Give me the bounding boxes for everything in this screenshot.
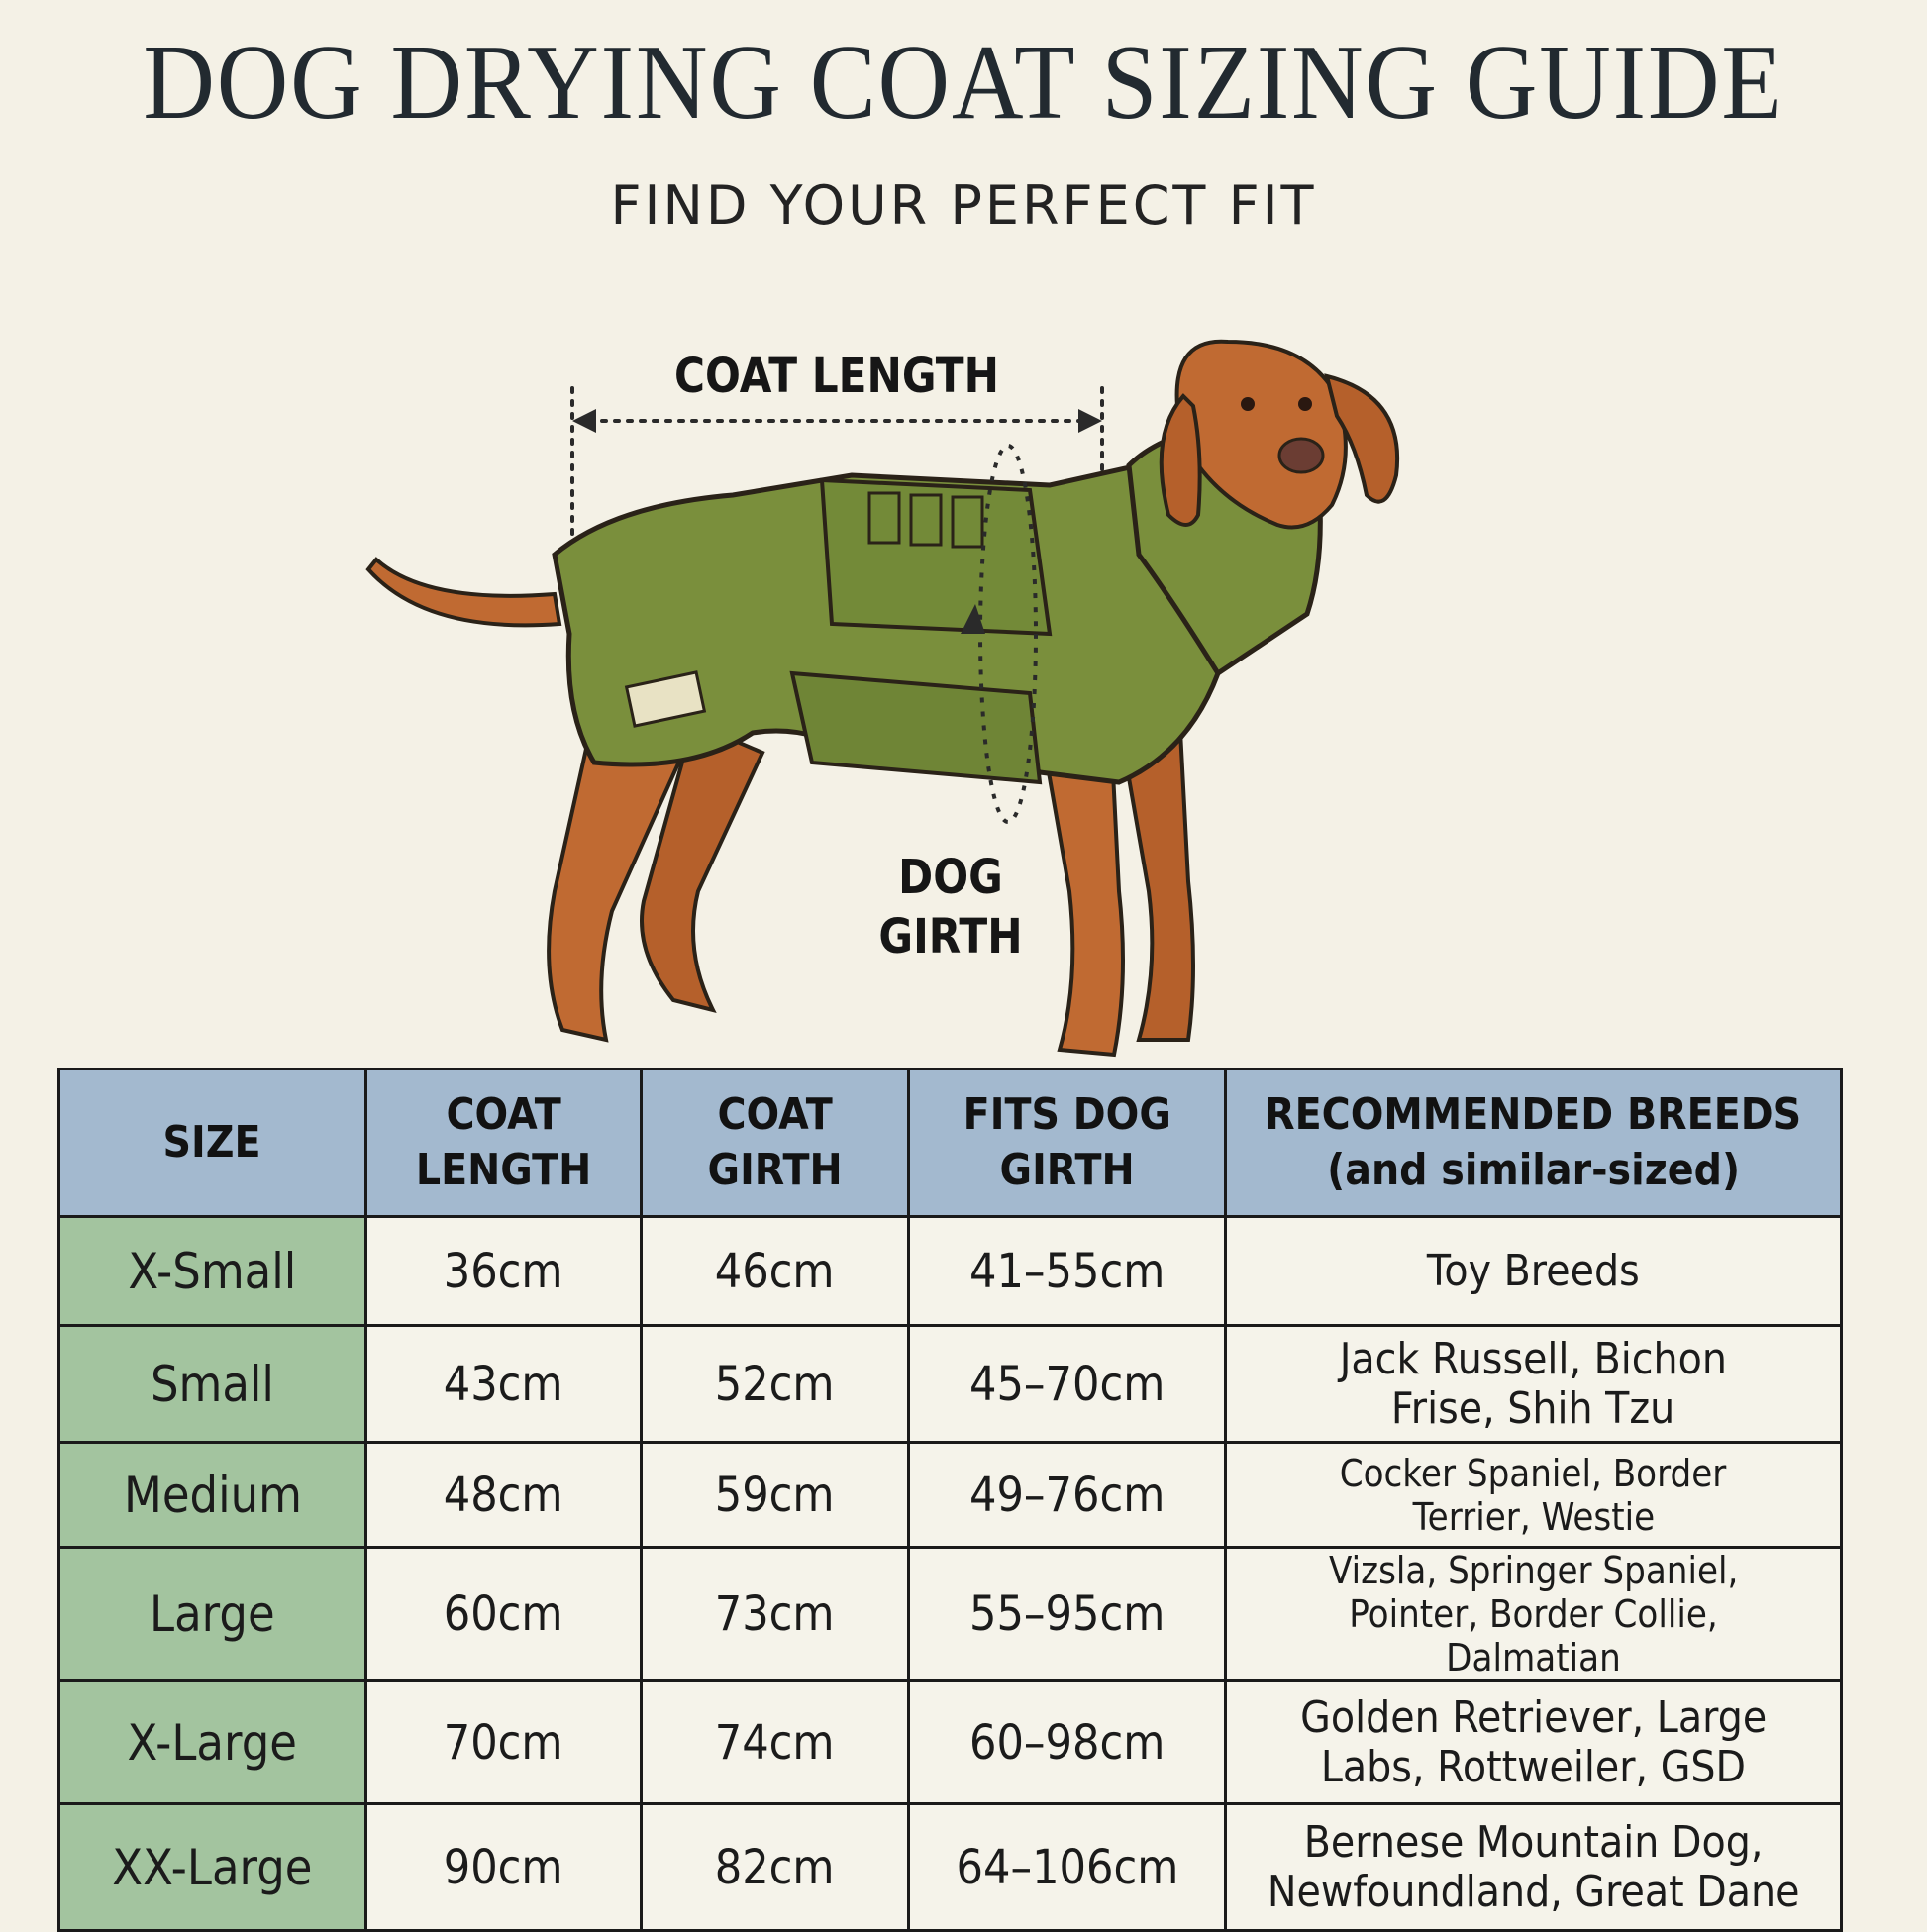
dog-girth-label: DOG GIRTH <box>846 848 1055 966</box>
coat-length-cell: 36cm <box>364 1215 643 1327</box>
coat-length-cell: 60cm <box>364 1546 643 1682</box>
table-row: XX-Large 90cm 82cm 64–106cm Bernese Moun… <box>57 1802 1843 1932</box>
size-cell: Large <box>57 1546 367 1682</box>
coat-length-cell: 43cm <box>364 1324 643 1444</box>
header-coat-girth: COAT GIRTH <box>640 1068 910 1218</box>
header-coat-length: COAT LENGTH <box>364 1068 643 1218</box>
header-fits-dog-girth: FITS DOG GIRTH <box>907 1068 1227 1218</box>
size-cell: X-Small <box>57 1215 367 1327</box>
fits-girth-cell: 55–95cm <box>907 1546 1227 1682</box>
coat-length-arrow-icon <box>570 386 1104 557</box>
coat-girth-cell: 59cm <box>640 1441 910 1549</box>
breeds-cell: Toy Breeds <box>1224 1215 1843 1327</box>
breeds-cell: Cocker Spaniel, Border Terrier, Westie <box>1224 1441 1843 1549</box>
breeds-cell: Jack Russell, Bichon Frise, Shih Tzu <box>1224 1324 1843 1444</box>
header-recommended-breeds: RECOMMENDED BREEDS (and similar-sized) <box>1224 1068 1843 1218</box>
table-row: X-Small 36cm 46cm 41–55cm Toy Breeds <box>57 1215 1843 1327</box>
fits-girth-cell: 41–55cm <box>907 1215 1227 1327</box>
page-title: DOG DRYING COAT SIZING GUIDE <box>143 24 1784 142</box>
coat-length-label: COAT LENGTH <box>674 349 999 404</box>
table-row: Medium 48cm 59cm 49–76cm Cocker Spaniel,… <box>57 1441 1843 1549</box>
coat-girth-cell: 46cm <box>640 1215 910 1327</box>
coat-length-cell: 90cm <box>364 1802 643 1932</box>
size-cell: XX-Large <box>57 1802 367 1932</box>
table-row: X-Large 70cm 74cm 60–98cm Golden Retriev… <box>57 1679 1843 1805</box>
dog-girth-label-line2: GIRTH <box>878 909 1023 965</box>
fits-girth-cell: 64–106cm <box>907 1802 1227 1932</box>
header-size: SIZE <box>57 1068 367 1218</box>
size-cell: X-Large <box>57 1679 367 1805</box>
table-header-row: SIZE COAT LENGTH COAT GIRTH FITS DOG GIRTH … <box>57 1068 1843 1218</box>
coat-length-cell: 70cm <box>364 1679 643 1805</box>
table-row: Large 60cm 73cm 55–95cm Vizsla, Springer… <box>57 1546 1843 1682</box>
size-cell: Small <box>57 1324 367 1444</box>
size-cell: Medium <box>57 1441 367 1549</box>
table-row: Small 43cm 52cm 45–70cm Jack Russell, Bi… <box>57 1324 1843 1444</box>
coat-girth-cell: 52cm <box>640 1324 910 1444</box>
coat-girth-cell: 73cm <box>640 1546 910 1682</box>
breeds-cell: Golden Retriever, Large Labs, Rottweiler,… <box>1224 1679 1843 1805</box>
sizing-table: SIZE COAT LENGTH COAT GIRTH FITS DOG GIRTH … <box>57 1068 1843 1932</box>
coat-length-cell: 48cm <box>364 1441 643 1549</box>
fits-girth-cell: 60–98cm <box>907 1679 1227 1805</box>
coat-girth-cell: 74cm <box>640 1679 910 1805</box>
coat-girth-cell: 82cm <box>640 1802 910 1932</box>
breeds-cell: Bernese Mountain Dog, Newfoundland, Great… <box>1224 1802 1843 1932</box>
dog-girth-label-line1: DOG <box>898 850 1003 905</box>
fits-girth-cell: 49–76cm <box>907 1441 1227 1549</box>
page-subtitle: FIND YOUR PERFECT FIT <box>610 174 1317 237</box>
fits-girth-cell: 45–70cm <box>907 1324 1227 1444</box>
breeds-cell: Vizsla, Springer Spaniel, Pointer, Border… <box>1224 1546 1843 1682</box>
